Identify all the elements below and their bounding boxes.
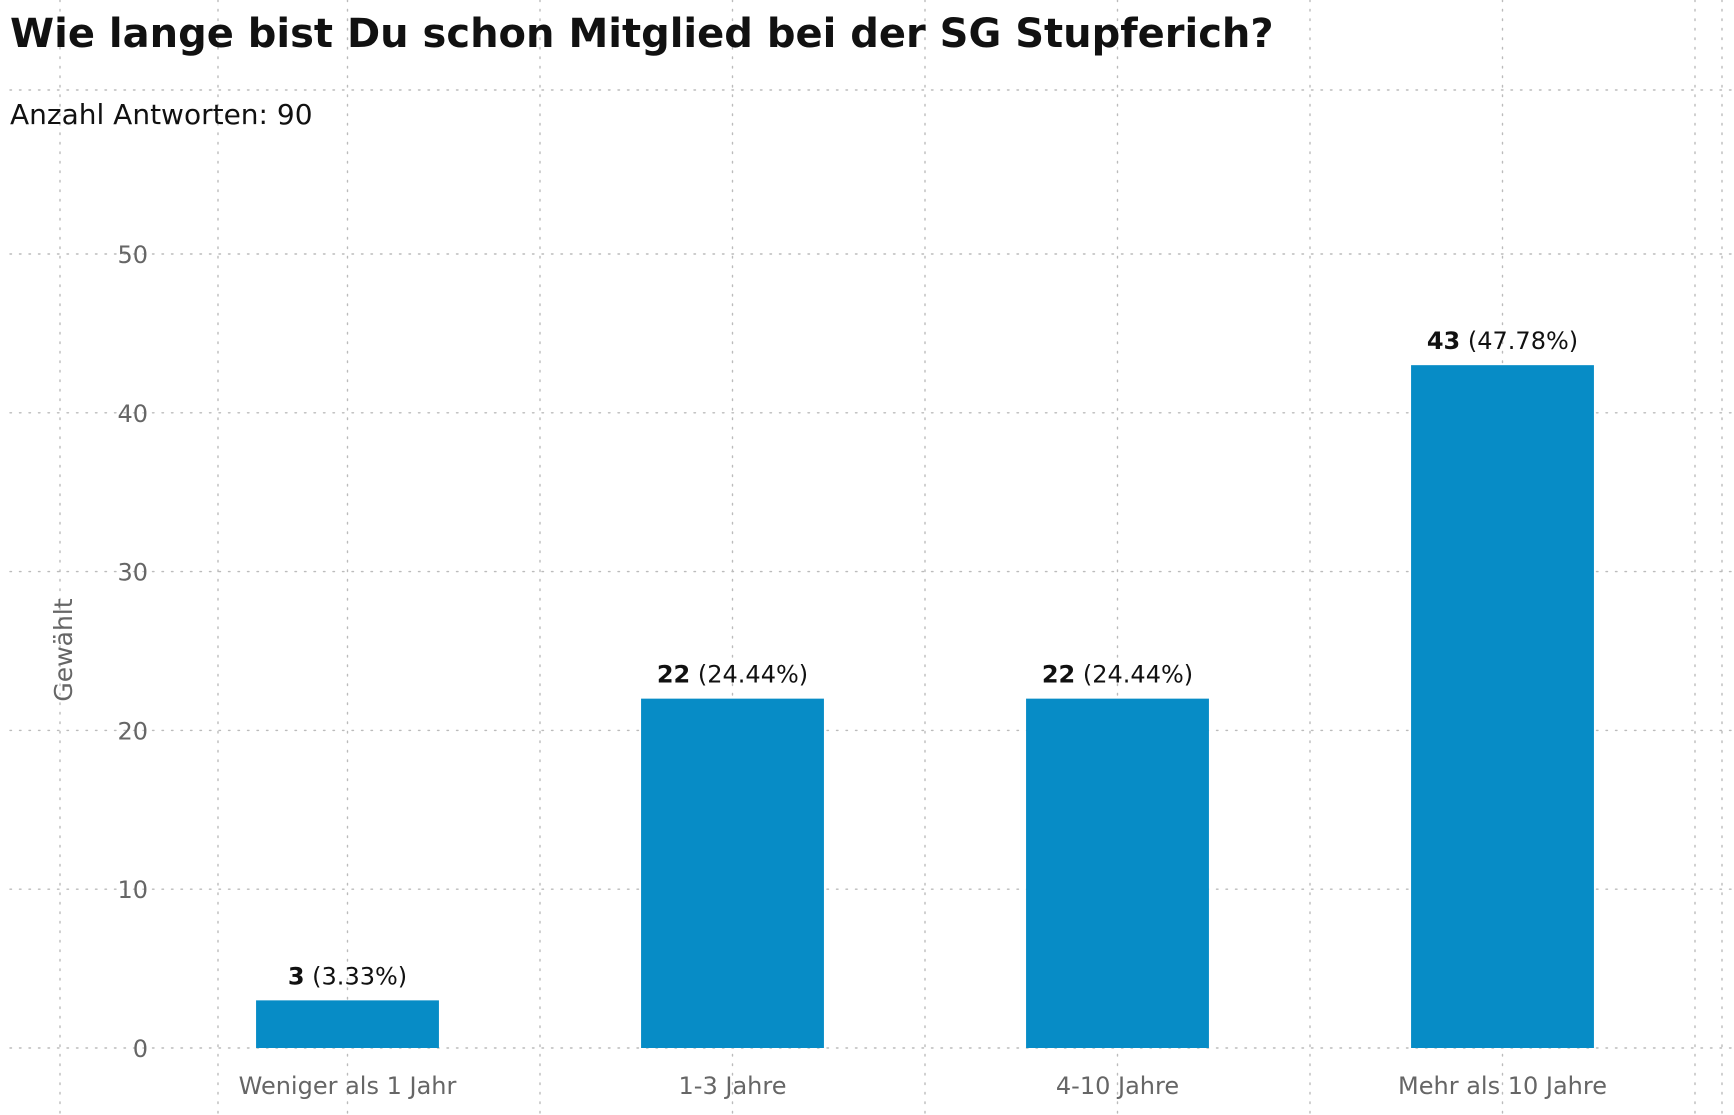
bar-1 bbox=[256, 1000, 439, 1048]
bar-value-percent: (3.33%) bbox=[305, 962, 408, 990]
x-axis-ticks: Weniger als 1 Jahr 1-3 Jahre 4-10 Jahre Meh… bbox=[239, 1072, 1607, 1100]
bar-value-label-2: 22 (24.44%) bbox=[657, 661, 808, 689]
y-tick-label-20: 20 bbox=[117, 717, 148, 745]
bar-4 bbox=[1411, 365, 1594, 1048]
bar-value-label-1: 3 (3.33%) bbox=[288, 962, 407, 990]
bar-3 bbox=[1026, 698, 1209, 1048]
bars bbox=[256, 365, 1594, 1048]
y-tick-label-10: 10 bbox=[117, 876, 148, 904]
y-tick-label-30: 30 bbox=[117, 559, 148, 587]
bar-value-label-4: 43 (47.78%) bbox=[1427, 327, 1578, 355]
chart-title: Wie lange bist Du schon Mitglied bei der… bbox=[10, 11, 1274, 57]
bar-value-percent: (24.44%) bbox=[1075, 661, 1193, 689]
y-tick-label-40: 40 bbox=[117, 400, 148, 428]
bar-value-count: 22 bbox=[657, 661, 690, 689]
bar-value-count: 3 bbox=[288, 962, 305, 990]
chart-subtitle: Anzahl Antworten: 90 bbox=[10, 98, 313, 131]
y-axis-ticks: 0 10 20 30 40 50 bbox=[117, 241, 148, 1063]
bar-value-count: 43 bbox=[1427, 327, 1460, 355]
bar-2 bbox=[641, 698, 824, 1048]
y-tick-label-50: 50 bbox=[117, 241, 148, 269]
y-tick-label-0: 0 bbox=[133, 1035, 148, 1063]
bar-value-count: 22 bbox=[1042, 661, 1075, 689]
bar-value-percent: (24.44%) bbox=[690, 661, 808, 689]
bar-labels: 3 (3.33%)22 (24.44%) 22 (24.44%)43 (47.78… bbox=[288, 327, 1578, 990]
y-axis-label: Gewählt bbox=[49, 598, 78, 701]
x-tick-label-3: 4-10 Jahre bbox=[1056, 1072, 1179, 1100]
bar-value-label-3: 22 (24.44%) bbox=[1042, 661, 1193, 689]
x-tick-label-2: 1-3 Jahre bbox=[679, 1072, 787, 1100]
bar-value-percent: (47.78%) bbox=[1460, 327, 1578, 355]
x-tick-label-4: Mehr als 10 Jahre bbox=[1398, 1072, 1607, 1100]
x-tick-label-1: Weniger als 1 Jahr bbox=[239, 1072, 457, 1100]
